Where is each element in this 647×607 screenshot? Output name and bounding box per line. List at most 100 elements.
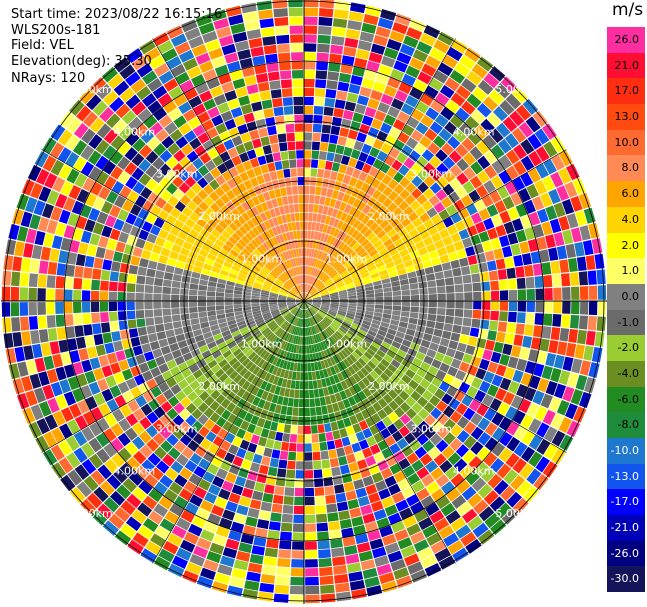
- range-gate-cell: [298, 294, 304, 301]
- range-gate-cell: [262, 265, 271, 273]
- range-gate-cell: [174, 474, 188, 488]
- range-gate-cell: [158, 363, 170, 374]
- range-gate-cell: [196, 537, 212, 550]
- range-gate-cell: [420, 495, 435, 509]
- range-gate-cell: [570, 314, 580, 329]
- range-gate-cell: [375, 215, 386, 226]
- range-gate-cell: [399, 248, 409, 258]
- range-gate-cell: [548, 396, 562, 413]
- range-gate-cell: [242, 222, 252, 232]
- range-gate-cell: [292, 307, 299, 315]
- range-gate-cell: [162, 301, 171, 309]
- range-gate-cell: [356, 222, 365, 232]
- range-gate-cell: [117, 381, 130, 394]
- range-gate-cell: [453, 458, 468, 473]
- range-gate-cell: [474, 390, 486, 403]
- range-gate-cell: [343, 203, 352, 214]
- range-gate-cell: [513, 425, 528, 441]
- range-gate-cell: [444, 77, 460, 92]
- range-gate-cell: [416, 194, 428, 206]
- range-gate-cell: [304, 105, 314, 115]
- range-gate-cell: [266, 392, 274, 403]
- range-ring-label: 5.00km: [71, 83, 113, 96]
- range-gate-cell: [150, 467, 164, 481]
- range-gate-cell: [422, 390, 434, 401]
- range-gate-cell: [342, 109, 354, 121]
- range-gate-cell: [339, 390, 348, 401]
- range-gate-cell: [189, 312, 199, 320]
- range-gate-cell: [403, 35, 419, 49]
- range-gate-cell: [165, 156, 179, 169]
- range-gate-cell: [229, 576, 245, 588]
- range-gate-cell: [259, 18, 274, 29]
- range-gate-cell: [507, 311, 517, 323]
- range-gate-cell: [218, 372, 229, 383]
- range-gate-cell: [310, 288, 317, 296]
- range-gate-cell: [288, 334, 293, 343]
- range-gate-cell: [326, 327, 334, 335]
- range-gate-cell: [392, 384, 403, 395]
- range-gate-cell: [147, 100, 162, 115]
- range-gate-cell: [276, 317, 285, 325]
- range-gate-cell: [205, 431, 217, 443]
- colorbar-bin: -1.0: [607, 309, 645, 336]
- range-gate-cell: [277, 52, 291, 62]
- range-gate-cell: [218, 35, 234, 47]
- range-gate-cell: [244, 450, 255, 462]
- range-gate-cell: [296, 301, 304, 304]
- range-gate-cell: [293, 505, 304, 515]
- range-gate-cell: [392, 21, 408, 35]
- range-gate-cell: [142, 495, 158, 510]
- range-gate-cell: [397, 111, 410, 124]
- range-gate-cell: [347, 396, 357, 406]
- range-gate-cell: [304, 434, 312, 443]
- range-gate-cell: [349, 579, 365, 591]
- range-gate-cell: [474, 462, 489, 477]
- range-gate-cell: [360, 225, 369, 235]
- range-gate-cell: [431, 335, 442, 345]
- range-gate-cell: [301, 283, 304, 293]
- range-gate-cell: [300, 309, 303, 318]
- range-gate-cell: [401, 339, 412, 348]
- range-gate-cell: [337, 312, 346, 317]
- range-gate-cell: [99, 301, 109, 312]
- range-gate-cell: [182, 352, 193, 362]
- range-gate-cell: [314, 362, 319, 371]
- range-gate-cell: [160, 189, 172, 202]
- range-gate-cell: [356, 247, 366, 256]
- range-gate-cell: [261, 308, 270, 313]
- range-gate-cell: [393, 60, 408, 73]
- range-gate-cell: [578, 271, 589, 286]
- range-gate-cell: [133, 217, 145, 229]
- range-gate-cell: [63, 391, 77, 406]
- range-gate-cell: [278, 293, 288, 297]
- range-gate-cell: [462, 508, 478, 524]
- range-gate-cell: [158, 70, 174, 85]
- range-gate-cell: [194, 260, 205, 268]
- range-gate-cell: [329, 226, 337, 236]
- range-gate-cell: [293, 317, 298, 326]
- range-gate-cell: [298, 284, 302, 293]
- range-gate-cell: [257, 155, 267, 166]
- range-gate-cell: [499, 301, 509, 311]
- range-gate-cell: [294, 389, 300, 399]
- range-gate-cell: [264, 362, 272, 372]
- range-gate-cell: [245, 516, 258, 527]
- range-gate-cell: [460, 194, 473, 207]
- range-gate-cell: [304, 168, 311, 177]
- range-gate-cell: [198, 458, 211, 471]
- range-gate-cell: [41, 203, 55, 219]
- range-gate-cell: [305, 266, 308, 275]
- range-gate-cell: [286, 469, 296, 479]
- range-gate-cell: [465, 538, 482, 554]
- range-gate-cell: [473, 499, 489, 515]
- range-gate-cell: [399, 188, 411, 200]
- range-gate-cell: [359, 31, 375, 43]
- range-gate-cell: [77, 399, 90, 414]
- range-gate-cell: [434, 352, 445, 362]
- range-gate-cell: [237, 467, 249, 479]
- range-gate-cell: [199, 90, 213, 103]
- range-gate-cell: [490, 290, 500, 301]
- range-gate-cell: [242, 304, 251, 308]
- range-gate-cell: [304, 293, 307, 301]
